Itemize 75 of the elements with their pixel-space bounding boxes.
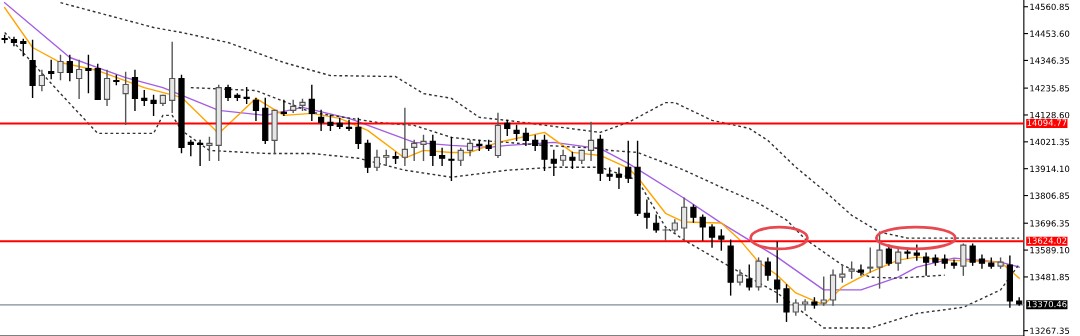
candlestick xyxy=(252,97,260,122)
candlestick xyxy=(401,107,408,166)
candlestick xyxy=(103,69,111,107)
y-tick-label: 14560.85 xyxy=(1030,3,1070,11)
candlestick xyxy=(978,254,986,269)
candlestick xyxy=(280,99,287,117)
y-tick-label: 13806.85 xyxy=(1030,192,1070,199)
y-tick-label: 14128.60 xyxy=(1030,111,1070,119)
candlestick xyxy=(615,167,623,189)
candlestick xyxy=(625,140,632,183)
candlestick xyxy=(429,134,436,166)
candlestick xyxy=(420,134,427,161)
candlestick xyxy=(801,299,809,311)
candlestick xyxy=(438,147,446,166)
candlestick xyxy=(364,139,371,173)
candlestick xyxy=(718,229,725,251)
candlestick xyxy=(541,134,548,171)
line-series xyxy=(59,1,1020,239)
candlestick xyxy=(317,109,325,132)
candlestick xyxy=(290,99,297,114)
candlestick xyxy=(48,59,55,80)
candlestick xyxy=(950,259,958,269)
candlestick xyxy=(708,224,716,248)
candlestick xyxy=(643,199,650,229)
candlestick xyxy=(699,214,706,241)
candlestick xyxy=(38,69,45,92)
candlestick xyxy=(587,121,595,161)
line-series xyxy=(190,86,946,279)
candlestick xyxy=(411,139,418,161)
candlestick xyxy=(355,117,362,150)
y-tick-label: 13481.85 xyxy=(1030,273,1070,281)
candlestick xyxy=(774,241,781,303)
candlestick xyxy=(820,276,827,306)
candlestick xyxy=(150,94,157,117)
candlestick xyxy=(885,244,892,266)
candlestick xyxy=(680,197,688,241)
candlestick xyxy=(131,69,139,112)
candlestick xyxy=(66,54,73,82)
candlestick xyxy=(867,247,874,273)
candlestick xyxy=(960,243,967,276)
candlestick xyxy=(448,136,455,181)
candlestick xyxy=(550,149,557,176)
y-tick-label: 14453.60 xyxy=(1030,30,1070,37)
y-tick-label: 13267.35 xyxy=(1030,327,1070,334)
candlestick xyxy=(559,149,567,166)
candlestick xyxy=(876,232,883,289)
candlestick xyxy=(764,257,771,281)
candlestick xyxy=(532,134,539,152)
candlestick xyxy=(169,41,176,114)
candlestick xyxy=(196,139,204,166)
y-tick-label: 13914.10 xyxy=(1030,165,1070,173)
ref-line-label: 14094.77 xyxy=(1027,119,1067,126)
candlestick xyxy=(206,136,213,161)
candlestick xyxy=(969,243,976,266)
ref-line-label: 13370.46 xyxy=(1027,300,1067,308)
y-tick-label: 14235.85 xyxy=(1030,85,1070,92)
candlestick xyxy=(187,139,194,157)
candlestick xyxy=(76,59,83,100)
candlestick xyxy=(895,247,902,271)
y-tick-label: 14346.35 xyxy=(1030,57,1070,64)
candlestick xyxy=(746,264,753,291)
candlestick xyxy=(122,71,129,126)
candlestick xyxy=(85,54,92,94)
candlestick xyxy=(373,149,381,171)
candlestick xyxy=(10,36,18,47)
y-tick-label: 14021.35 xyxy=(1030,138,1070,146)
candlestick xyxy=(857,264,865,276)
candlestick xyxy=(783,284,790,322)
candlestick xyxy=(922,252,930,276)
y-tick-label: 13589.10 xyxy=(1030,247,1070,254)
candlestick xyxy=(308,84,315,122)
candlestick xyxy=(345,119,353,132)
candlestick xyxy=(57,54,64,81)
ref-line-label: 13624.02 xyxy=(1027,237,1067,244)
y-tick-label: 13696.35 xyxy=(1030,220,1070,227)
